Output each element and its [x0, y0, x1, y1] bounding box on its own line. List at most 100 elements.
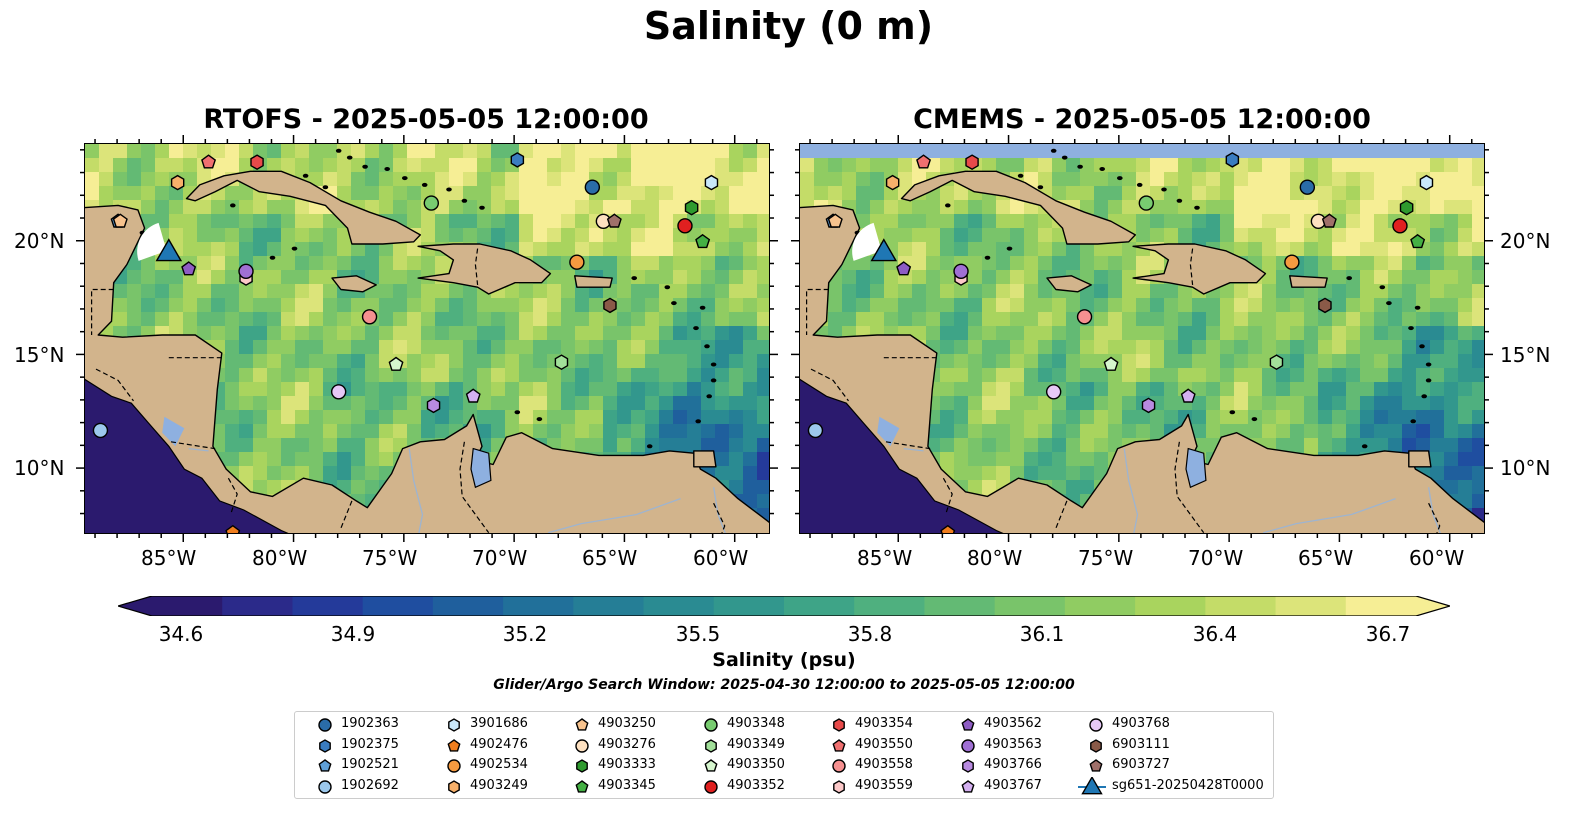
platform-1902375[interactable] — [1225, 152, 1240, 168]
platform-6903727[interactable] — [606, 213, 622, 228]
platform-4903558[interactable] — [361, 309, 378, 325]
platform-4903350[interactable] — [1103, 356, 1119, 371]
platform-4903345[interactable] — [695, 233, 711, 249]
platform-1902363[interactable] — [1299, 179, 1316, 195]
platform-sg651-20250428T0000[interactable] — [870, 238, 898, 262]
platform-4903550[interactable] — [201, 154, 217, 169]
platform-4903558[interactable] — [1076, 309, 1093, 325]
panel-title-rtofs: RTOFS - 2025-05-05 12:00:00 — [203, 104, 649, 135]
platform-4903250[interactable] — [827, 213, 843, 228]
legend-label: 1902692 — [341, 777, 399, 793]
legend-label: 4903276 — [598, 736, 656, 752]
platform-6903111[interactable] — [1318, 297, 1332, 314]
legend-marker-pentagon-icon — [704, 759, 718, 772]
platform-4903766[interactable] — [426, 397, 441, 414]
platform-1902363[interactable] — [584, 179, 601, 195]
lon-label-left-70: 70°W — [472, 546, 528, 570]
platform-4903333[interactable] — [1399, 199, 1414, 216]
colorbar-tick-5: 36.1 — [1019, 622, 1065, 646]
legend-marker-hexagon-icon — [962, 759, 974, 773]
legend-label: 4903354 — [855, 716, 913, 731]
platform-4903562[interactable] — [896, 261, 912, 276]
platform-4903250[interactable] — [112, 213, 128, 228]
panel-title-cmems: CMEMS - 2025-05-05 12:00:00 — [913, 104, 1371, 135]
platform-4903249[interactable] — [885, 174, 900, 191]
platform-1902692[interactable] — [92, 422, 109, 439]
legend-label: 4903559 — [855, 777, 913, 793]
legend-marker-hexagon-icon — [448, 718, 460, 732]
platform-4903563[interactable] — [238, 263, 254, 280]
platform-4902534[interactable] — [569, 254, 585, 270]
legend-marker-hexagon-icon — [576, 759, 588, 773]
country-borders — [806, 248, 1441, 533]
platform-4903349[interactable] — [554, 354, 569, 371]
search-window-text: Glider/Argo Search Window: 2025-04-30 12… — [493, 677, 1075, 693]
map-panel-rtofs[interactable] — [84, 143, 770, 534]
platform-sg651-20250428T0000[interactable] — [155, 238, 183, 262]
colorbar-segment — [713, 596, 785, 616]
legend-label: 4902534 — [470, 757, 528, 772]
legend-marker-circle-icon — [1089, 718, 1103, 732]
legend-label: 4903562 — [984, 716, 1042, 731]
lat-label-right-20: 20°N — [1500, 229, 1551, 253]
platform-4903333[interactable] — [684, 199, 699, 216]
platform-4903348[interactable] — [1138, 195, 1155, 211]
platform-4902534[interactable] — [1284, 254, 1300, 270]
lon-label-right-65: 65°W — [1298, 546, 1354, 570]
legend-label: 4903250 — [598, 716, 656, 731]
legend-marker-circle-icon — [575, 738, 589, 753]
platform-4903562[interactable] — [181, 261, 197, 276]
platform-4903767[interactable] — [1180, 388, 1196, 403]
platform-4903354[interactable] — [965, 154, 979, 171]
platform-1902692[interactable] — [807, 422, 824, 439]
country-borders — [91, 248, 726, 533]
legend-label: 1902375 — [341, 736, 399, 752]
platform-4903766[interactable] — [1141, 397, 1156, 414]
colorbar-tick-2: 35.2 — [502, 622, 548, 646]
map-panel-cmems[interactable] — [799, 143, 1485, 534]
platform-4903563[interactable] — [953, 263, 969, 280]
legend-marker-hexagon-icon — [705, 738, 717, 753]
glider-search-wedge — [852, 222, 882, 261]
platform-4903249[interactable] — [170, 174, 185, 191]
platform-4903354[interactable] — [250, 154, 264, 171]
platform-4903352[interactable] — [1392, 218, 1408, 234]
legend-label: 4903768 — [1112, 716, 1170, 731]
legend-marker-pentagon-icon — [961, 718, 975, 731]
lat-label-left-15: 15°N — [14, 343, 65, 367]
legend-label: 4903349 — [727, 736, 785, 752]
legend-label: 4903550 — [855, 736, 913, 752]
platform-1902375[interactable] — [510, 152, 525, 168]
platform-4903350[interactable] — [388, 356, 404, 371]
platform-4903768[interactable] — [1045, 384, 1062, 400]
platform-4903768[interactable] — [330, 384, 347, 400]
platform-4903348[interactable] — [423, 195, 440, 211]
platform-6903111[interactable] — [603, 297, 617, 314]
platform-4903352[interactable] — [677, 218, 693, 234]
platform-4903767[interactable] — [465, 388, 481, 403]
platform-3901686[interactable] — [1419, 174, 1434, 191]
platform-4902476[interactable] — [940, 524, 956, 534]
platform-4903550[interactable] — [916, 154, 932, 169]
colorbar-segment — [643, 596, 715, 616]
colorbar-extend-low — [118, 596, 152, 616]
colorbar-segment — [994, 596, 1066, 616]
legend-marker-pentagon-icon — [1089, 759, 1103, 772]
platform-4903349[interactable] — [1269, 354, 1284, 371]
small-islands — [139, 148, 717, 449]
platform-6903727[interactable] — [1321, 213, 1337, 228]
legend-marker-circle-icon — [447, 759, 461, 773]
colorbar-segment — [362, 596, 434, 616]
legend-marker-circle-icon — [318, 779, 332, 794]
platform-4903345[interactable] — [1410, 233, 1426, 249]
lon-label-left-65: 65°W — [582, 546, 638, 570]
legend-label: 4903563 — [984, 736, 1042, 752]
legend-marker-pentagon-icon — [832, 738, 846, 752]
lat-label-left-20: 20°N — [14, 229, 65, 253]
platform-4902476[interactable] — [225, 524, 241, 534]
legend-label: 4903345 — [598, 777, 656, 793]
legend-label: 4903333 — [598, 757, 656, 772]
legend-label: 4903350 — [727, 757, 785, 772]
legend-marker-hexagon-icon — [833, 718, 845, 732]
platform-3901686[interactable] — [704, 174, 719, 191]
